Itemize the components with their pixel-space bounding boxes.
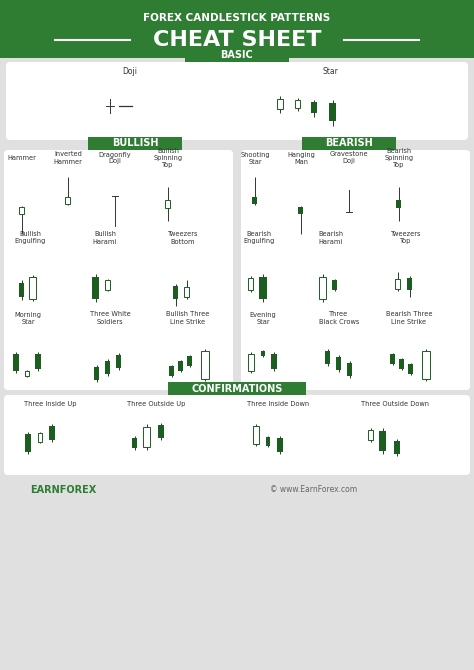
- Bar: [144, 427, 151, 447]
- Text: Three Outside Down: Three Outside Down: [361, 401, 429, 407]
- Bar: [253, 426, 259, 444]
- Text: Dragonfly
Doji: Dragonfly Doji: [99, 151, 131, 165]
- Text: BEARISH: BEARISH: [325, 139, 373, 149]
- FancyBboxPatch shape: [241, 150, 470, 390]
- Bar: [88, 137, 182, 150]
- Text: Inverted
Hammer: Inverted Hammer: [54, 151, 82, 165]
- Text: Hammer: Hammer: [8, 155, 36, 161]
- Bar: [409, 364, 413, 374]
- Bar: [394, 440, 400, 454]
- Bar: [35, 354, 41, 368]
- Text: Evening
Star: Evening Star: [250, 312, 276, 324]
- Bar: [19, 283, 25, 297]
- Bar: [326, 350, 330, 364]
- Bar: [19, 206, 25, 214]
- Text: Three Outside Up: Three Outside Up: [127, 401, 185, 407]
- Bar: [259, 277, 267, 299]
- Text: Morning
Star: Morning Star: [15, 312, 42, 324]
- Text: Bullish
Spinning
Top: Bullish Spinning Top: [154, 148, 182, 168]
- Bar: [332, 280, 337, 290]
- Bar: [13, 354, 19, 371]
- Text: Tweezers
Bottom: Tweezers Bottom: [168, 232, 198, 245]
- Bar: [165, 200, 171, 208]
- Bar: [92, 277, 100, 299]
- Bar: [188, 356, 192, 366]
- Bar: [266, 436, 270, 446]
- Bar: [253, 196, 257, 204]
- Text: CHEAT SHEET: CHEAT SHEET: [153, 30, 321, 50]
- Text: BULLISH: BULLISH: [112, 139, 158, 149]
- Bar: [391, 354, 395, 364]
- Bar: [117, 354, 121, 368]
- Text: Three Inside Up: Three Inside Up: [24, 401, 76, 407]
- Bar: [248, 278, 254, 290]
- Text: Three Inside Down: Three Inside Down: [247, 401, 309, 407]
- Bar: [319, 277, 327, 299]
- Bar: [422, 351, 430, 379]
- Bar: [133, 438, 137, 448]
- Bar: [408, 278, 412, 290]
- Bar: [400, 359, 404, 369]
- Bar: [337, 356, 341, 369]
- Bar: [271, 354, 277, 368]
- Text: Bullish
Engulfing: Bullish Engulfing: [14, 232, 46, 245]
- Bar: [277, 438, 283, 452]
- Bar: [184, 287, 190, 297]
- Bar: [248, 354, 254, 371]
- Bar: [106, 360, 110, 373]
- Text: Shooting
Star: Shooting Star: [240, 151, 270, 165]
- Bar: [277, 99, 283, 109]
- Text: BASIC: BASIC: [220, 50, 254, 60]
- Text: Doji: Doji: [122, 68, 137, 76]
- Text: Bearish
Engulfing: Bearish Engulfing: [243, 232, 275, 245]
- Bar: [94, 366, 100, 379]
- Text: FOREX CANDLESTICK PATTERNS: FOREX CANDLESTICK PATTERNS: [143, 13, 331, 23]
- Bar: [185, 49, 289, 62]
- Bar: [396, 200, 401, 208]
- Bar: [65, 196, 71, 204]
- Bar: [49, 426, 55, 440]
- Text: Three
Black Crows: Three Black Crows: [319, 312, 359, 324]
- Text: Gravestone
Doji: Gravestone Doji: [330, 151, 368, 165]
- Text: Bearish Three
Line Strike: Bearish Three Line Strike: [386, 312, 432, 324]
- Bar: [25, 371, 29, 375]
- Bar: [25, 434, 31, 452]
- Text: EARNFOREX: EARNFOREX: [30, 485, 96, 495]
- Text: Star: Star: [322, 68, 338, 76]
- Bar: [158, 425, 164, 438]
- Bar: [0, 0, 474, 58]
- Bar: [329, 103, 337, 121]
- Bar: [261, 350, 265, 356]
- Bar: [347, 362, 353, 375]
- Bar: [170, 366, 174, 376]
- Bar: [38, 433, 42, 442]
- Bar: [173, 285, 179, 299]
- FancyBboxPatch shape: [6, 62, 468, 140]
- Bar: [29, 277, 36, 299]
- Bar: [368, 430, 374, 440]
- Text: Tweezers
Top: Tweezers Top: [391, 232, 421, 245]
- Bar: [299, 206, 303, 214]
- FancyBboxPatch shape: [4, 395, 470, 475]
- Bar: [168, 382, 306, 395]
- Bar: [201, 351, 209, 379]
- Text: Bearish
Harami: Bearish Harami: [319, 232, 344, 245]
- Text: CONFIRMATIONS: CONFIRMATIONS: [191, 383, 283, 393]
- Bar: [295, 100, 301, 108]
- Bar: [179, 361, 183, 371]
- FancyBboxPatch shape: [4, 150, 233, 390]
- Text: Bullish Three
Line Strike: Bullish Three Line Strike: [166, 312, 210, 324]
- Bar: [106, 280, 110, 290]
- Text: Bullish
Harami: Bullish Harami: [93, 232, 117, 245]
- Bar: [302, 137, 396, 150]
- Text: Bearish
Spinning
Top: Bearish Spinning Top: [384, 148, 413, 168]
- Bar: [380, 431, 386, 451]
- Text: © www.EarnForex.com: © www.EarnForex.com: [270, 485, 357, 494]
- Bar: [395, 279, 401, 289]
- Text: Hanging
Man: Hanging Man: [287, 151, 315, 165]
- Bar: [311, 101, 317, 113]
- Text: Three White
Soldiers: Three White Soldiers: [90, 312, 130, 324]
